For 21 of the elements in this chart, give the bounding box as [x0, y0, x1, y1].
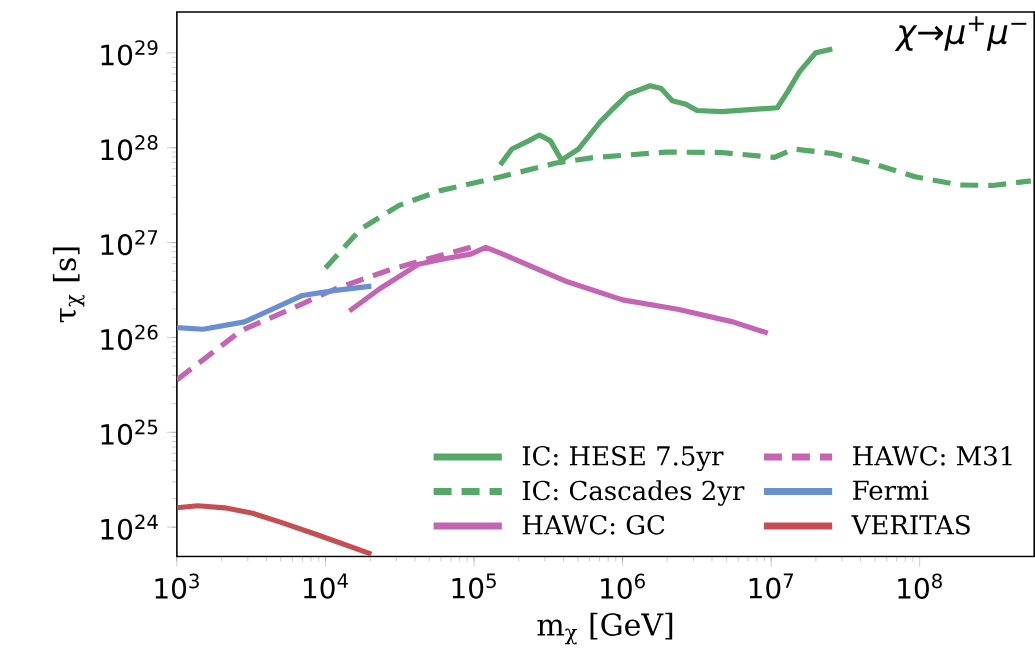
- x-tick-label: 10$^{7}$: [749, 573, 793, 599]
- y-tick-label: 10$^{25}$: [101, 419, 158, 445]
- x-tick-label: 10$^{4}$: [303, 573, 348, 599]
- annotation: χ→μ$^{+}$μ$^{−}$: [894, 16, 1027, 51]
- legend-label: Fermi: [853, 480, 929, 500]
- x-tick-label: 10$^{5}$: [452, 573, 496, 599]
- y-tick-label: 10$^{28}$: [101, 134, 158, 161]
- x-tick-label: 10$^{6}$: [601, 573, 645, 599]
- x-tick-label: 10$^{3}$: [155, 573, 199, 599]
- x-tick-label: 10$^{8}$: [898, 573, 942, 599]
- legend-label: IC: Cascades 2yr: [522, 480, 745, 506]
- legend-label: HAWC: GC: [522, 514, 665, 535]
- y-tick-label: 10$^{29}$: [101, 39, 158, 66]
- legend-label: IC: HESE 7.5yr: [522, 445, 724, 471]
- legend-label: VERITAS: [851, 514, 970, 535]
- y-tick-label: 10$^{27}$: [101, 229, 158, 256]
- x-axis-title: m$_{χ}$ [GeV]: [537, 612, 673, 645]
- y-axis-title: τ$_{χ}$ [s]: [52, 247, 85, 323]
- y-tick-label: 10$^{24}$: [101, 514, 158, 540]
- legend-label: HAWC: M31: [853, 445, 1012, 466]
- y-tick-label: 10$^{26}$: [101, 324, 158, 350]
